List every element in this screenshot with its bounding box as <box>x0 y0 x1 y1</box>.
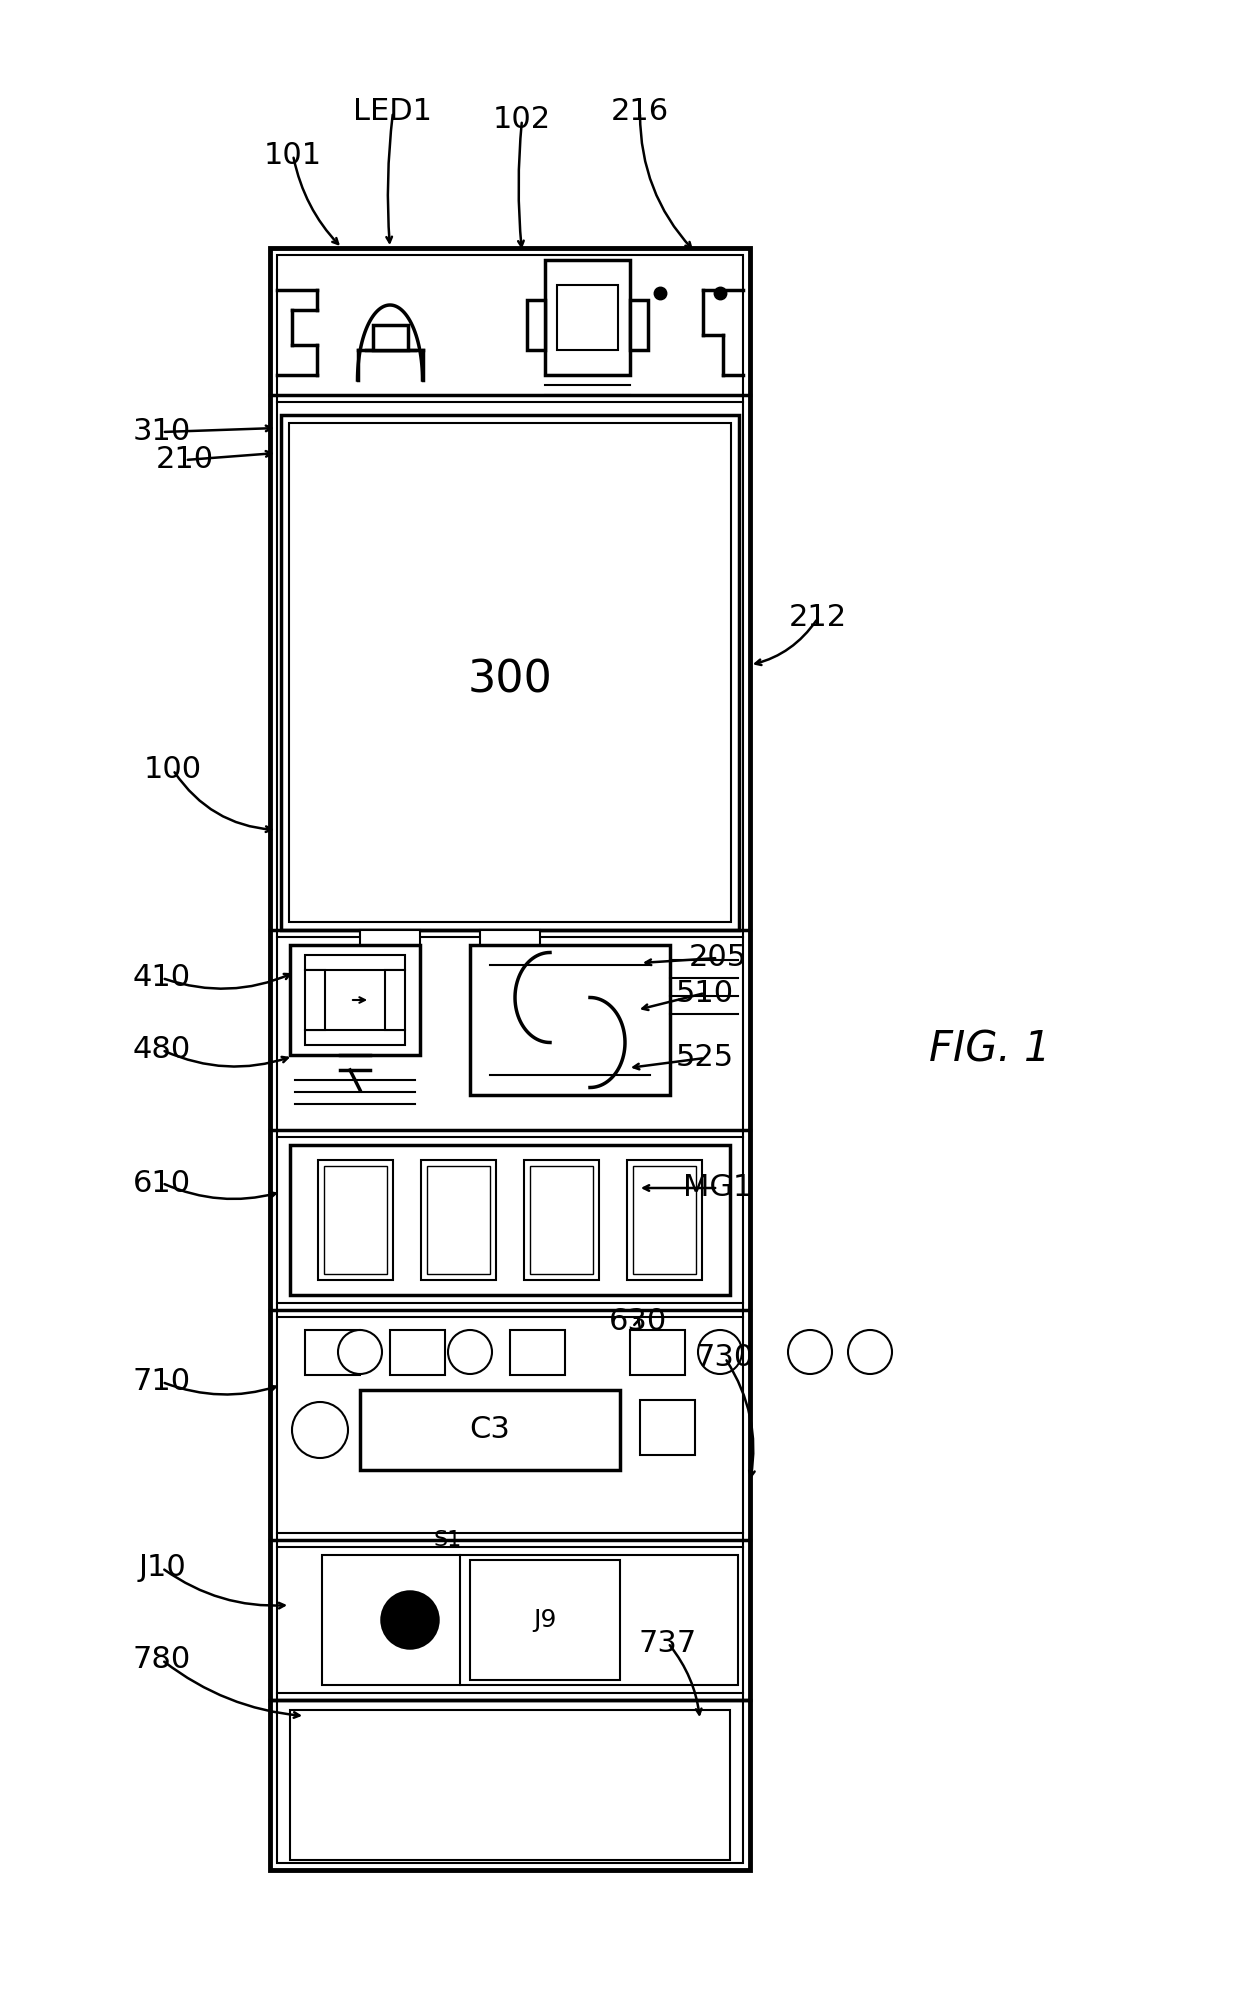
Circle shape <box>448 1331 492 1375</box>
Bar <box>317 1161 393 1281</box>
Text: 710: 710 <box>133 1367 191 1397</box>
Bar <box>391 1331 445 1375</box>
Text: C3: C3 <box>470 1415 511 1445</box>
Text: FIG. 1: FIG. 1 <box>929 1029 1050 1071</box>
Bar <box>281 416 739 929</box>
Bar <box>290 945 420 1055</box>
Text: S1: S1 <box>434 1530 463 1550</box>
Text: 101: 101 <box>264 140 322 170</box>
Bar <box>546 260 630 376</box>
Bar <box>470 1560 620 1680</box>
Text: 737: 737 <box>639 1628 697 1658</box>
Bar <box>527 300 546 350</box>
Circle shape <box>787 1331 832 1375</box>
Bar <box>427 1167 490 1275</box>
Bar <box>480 929 539 947</box>
Circle shape <box>291 1403 348 1459</box>
Circle shape <box>698 1331 742 1375</box>
Bar <box>470 945 670 1095</box>
Bar <box>529 1167 593 1275</box>
Text: J9: J9 <box>533 1608 557 1632</box>
Bar <box>557 286 618 350</box>
Text: 102: 102 <box>494 106 551 134</box>
Bar <box>277 256 743 1862</box>
Bar <box>525 1161 599 1281</box>
Text: J10: J10 <box>138 1554 186 1582</box>
Text: 630: 630 <box>609 1307 667 1337</box>
Text: 216: 216 <box>611 98 670 126</box>
Text: 730: 730 <box>696 1343 754 1373</box>
Text: 410: 410 <box>133 963 191 993</box>
Text: 510: 510 <box>676 979 734 1007</box>
Bar <box>270 248 750 1870</box>
Text: 310: 310 <box>133 418 191 446</box>
Bar <box>640 1401 694 1455</box>
Bar <box>305 1331 360 1375</box>
Bar <box>360 929 420 947</box>
Bar <box>360 1391 620 1471</box>
Bar <box>627 1161 702 1281</box>
Text: 480: 480 <box>133 1035 191 1065</box>
Text: 212: 212 <box>789 603 847 633</box>
Text: 610: 610 <box>133 1169 191 1197</box>
Bar <box>305 1031 405 1045</box>
Bar <box>422 1161 496 1281</box>
Bar <box>324 1167 387 1275</box>
Circle shape <box>848 1331 892 1375</box>
Bar <box>289 424 732 921</box>
Bar <box>630 300 649 350</box>
Circle shape <box>382 1592 438 1648</box>
Bar <box>630 1331 684 1375</box>
Bar <box>632 1167 696 1275</box>
Bar <box>384 969 405 1031</box>
Bar <box>305 955 405 969</box>
Text: 780: 780 <box>133 1646 191 1674</box>
Bar <box>372 326 408 350</box>
Bar <box>290 1145 730 1295</box>
Bar <box>290 1710 730 1860</box>
Bar <box>510 1331 565 1375</box>
Text: MG1: MG1 <box>683 1173 753 1203</box>
Text: 205: 205 <box>689 943 746 973</box>
Bar <box>322 1554 738 1684</box>
Text: 100: 100 <box>144 755 202 785</box>
Text: LED1: LED1 <box>353 98 433 126</box>
Circle shape <box>339 1331 382 1375</box>
Text: 210: 210 <box>156 446 215 474</box>
Text: 525: 525 <box>676 1043 734 1073</box>
Bar <box>305 969 325 1031</box>
Text: 300: 300 <box>467 659 553 701</box>
